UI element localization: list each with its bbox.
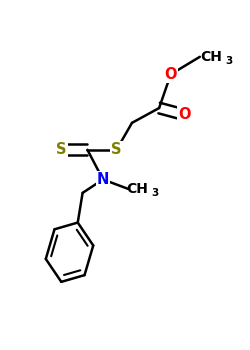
Text: N: N: [97, 172, 109, 187]
Text: 3: 3: [225, 56, 232, 66]
Text: 3: 3: [151, 188, 158, 198]
Text: S: S: [111, 142, 122, 157]
Text: CH: CH: [200, 50, 222, 64]
Text: O: O: [178, 107, 190, 122]
Text: O: O: [164, 67, 177, 82]
Text: CH: CH: [126, 182, 148, 196]
Text: S: S: [56, 142, 66, 157]
